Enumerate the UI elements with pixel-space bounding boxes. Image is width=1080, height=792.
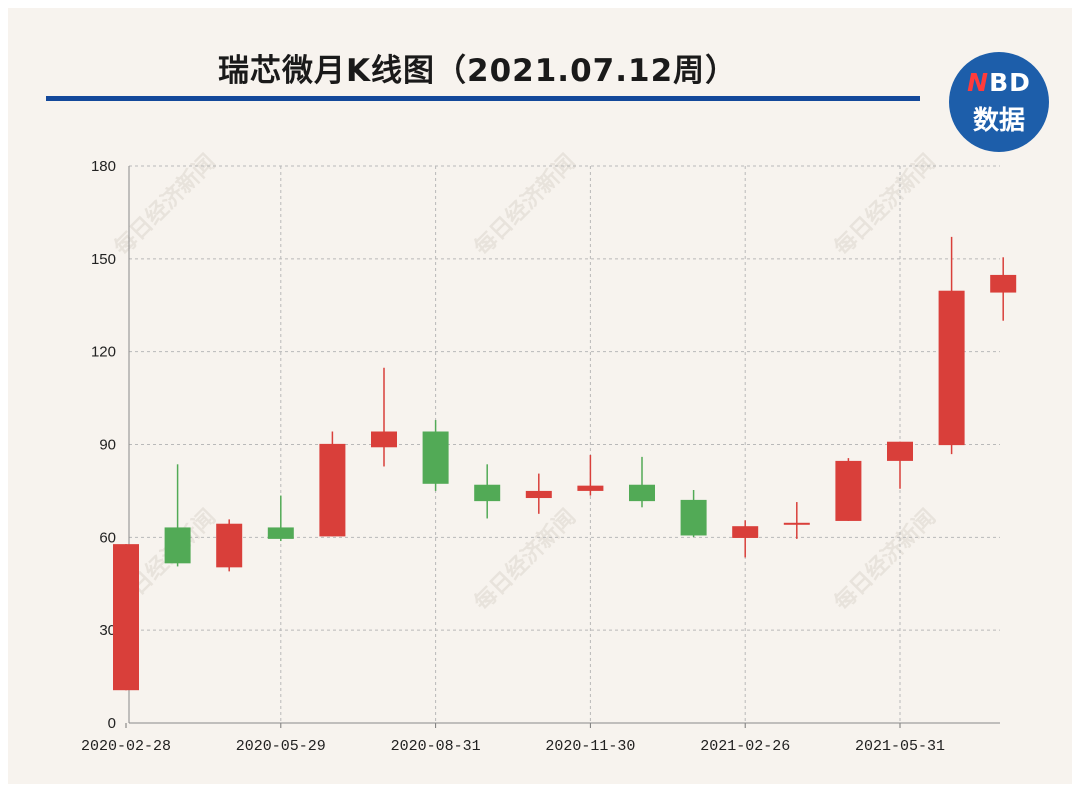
x-axis-ticks: 2020-02-28 2020-05-29 2020-08-31 2020-11-30… xyxy=(81,738,945,755)
candle xyxy=(216,519,243,572)
candle xyxy=(267,495,294,542)
candle xyxy=(732,520,759,558)
candle xyxy=(835,458,862,521)
candle-body xyxy=(216,523,243,568)
candle xyxy=(783,502,810,539)
candle xyxy=(113,544,139,691)
title-underline xyxy=(46,96,920,101)
candle-body xyxy=(732,526,759,538)
candle xyxy=(474,464,501,519)
candle-body xyxy=(990,274,1017,293)
candle-body xyxy=(680,499,707,536)
candle-body xyxy=(835,460,862,521)
candle-body xyxy=(525,490,552,499)
candle-body xyxy=(474,484,501,502)
watermark-text: 每日经济新闻 xyxy=(469,504,581,616)
y-axis-ticks: 0 30 60 90 120 150 180 xyxy=(91,158,116,732)
candle xyxy=(629,456,655,508)
candle-body xyxy=(113,544,139,691)
x-tick-label: 2021-05-31 xyxy=(855,738,945,755)
logo-brand-prefix: N xyxy=(967,68,990,97)
candle xyxy=(990,257,1017,321)
candle-body xyxy=(629,484,655,502)
y-tick-label: 0 xyxy=(108,715,116,732)
x-tick-label: 2020-05-29 xyxy=(236,738,326,755)
candle-body xyxy=(577,485,604,491)
candle-body xyxy=(938,290,965,446)
nbd-logo: NBD 数据 xyxy=(949,52,1049,152)
x-tick-label: 2020-11-30 xyxy=(545,738,635,755)
y-tick-label: 180 xyxy=(91,158,116,175)
candle-body xyxy=(422,431,449,484)
x-tick-label: 2021-02-26 xyxy=(700,738,790,755)
candle xyxy=(577,455,604,496)
logo-subtitle: 数据 xyxy=(972,106,1025,136)
x-tick-label: 2020-02-28 xyxy=(81,738,171,755)
candle-body xyxy=(319,443,346,537)
logo-brand-rest: BD xyxy=(989,68,1031,97)
candle xyxy=(319,431,346,537)
candle xyxy=(422,420,449,491)
y-tick-label: 30 xyxy=(99,622,116,639)
candle-body xyxy=(267,527,294,539)
candle-body xyxy=(887,441,913,461)
candle xyxy=(371,367,397,467)
y-tick-label: 90 xyxy=(99,437,116,454)
candle-body xyxy=(783,522,810,525)
y-tick-label: 150 xyxy=(91,251,116,268)
candle-body xyxy=(371,431,397,448)
candle xyxy=(938,236,965,455)
chart-title: 瑞芯微月K线图（2021.07.12周） xyxy=(218,53,738,89)
candle xyxy=(164,464,191,567)
candle-body xyxy=(164,527,191,564)
watermark-text: 每日经济新闻 xyxy=(829,504,941,616)
y-tick-label: 60 xyxy=(99,529,116,546)
logo-brand: NBD xyxy=(949,68,1049,97)
candle xyxy=(525,473,552,514)
grid-lines xyxy=(125,165,1000,728)
chart-card xyxy=(8,8,1072,784)
x-tick-label: 2020-08-31 xyxy=(391,738,481,755)
y-tick-label: 120 xyxy=(91,344,116,361)
candles xyxy=(113,236,1017,691)
candle xyxy=(680,489,707,538)
candle xyxy=(887,441,913,489)
